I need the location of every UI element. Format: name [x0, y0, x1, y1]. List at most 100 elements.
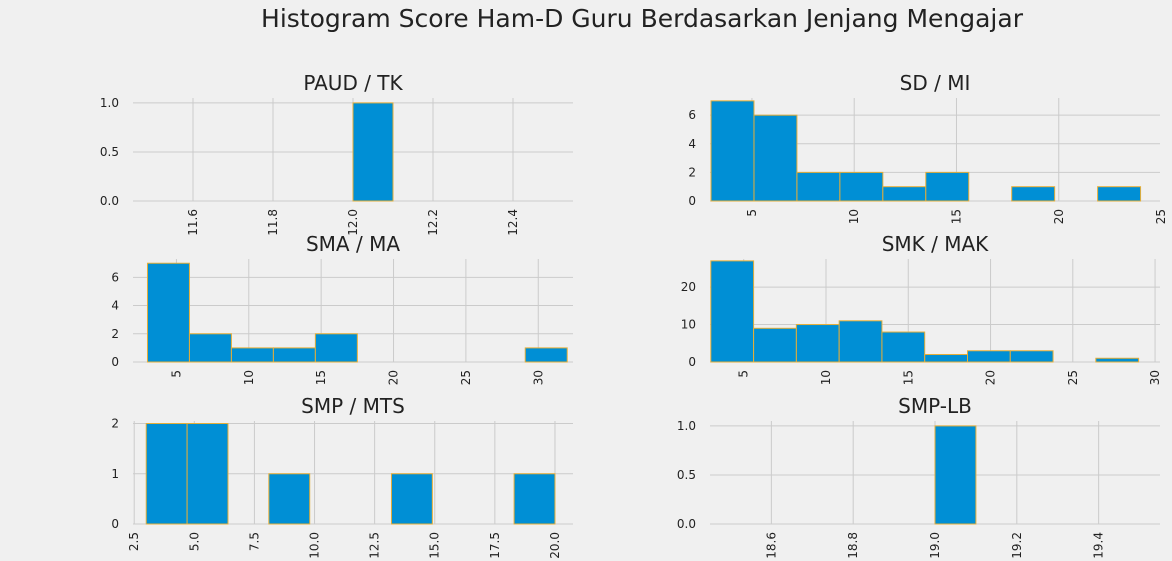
histogram-bar: [710, 100, 755, 202]
y-tick-label: 4: [688, 137, 696, 151]
x-tick-label: 30: [531, 370, 545, 385]
histogram-bar: [1011, 186, 1056, 202]
x-tick-label: 15.0: [428, 532, 442, 559]
histogram-bar: [925, 171, 970, 202]
y-tick-label: 0.0: [100, 194, 119, 208]
histogram-bar: [524, 347, 568, 363]
panel-title: SD / MI: [900, 71, 971, 95]
histogram-bar: [352, 102, 394, 202]
panel-title: SMP-LB: [898, 394, 972, 418]
y-tick-label: 6: [688, 108, 696, 122]
x-tick-label: 12.5: [368, 532, 382, 559]
histogram-bar: [934, 425, 977, 525]
histogram-bar: [188, 333, 232, 363]
histogram-bar: [186, 423, 229, 525]
x-tick-label: 12.0: [346, 209, 360, 236]
panel-title: SMA / MA: [306, 232, 400, 256]
panel-title: PAUD / TK: [303, 71, 403, 95]
histogram-bar: [710, 260, 755, 363]
x-tick-label: 5: [745, 209, 759, 217]
y-tick-label: 1: [111, 467, 119, 481]
x-tick-label: 18.6: [764, 532, 778, 559]
y-tick-label: 10: [681, 318, 696, 332]
histogram-bar: [795, 324, 840, 363]
histogram-panel: SMP / MTS 0 1 2 2.5 5.0 7.5 10.0 12.5 15.0 17.5 20.…: [111, 394, 573, 559]
histogram-bar: [1097, 186, 1142, 202]
x-tick-label: 15: [901, 370, 915, 385]
x-tick-label: 20.0: [548, 532, 562, 559]
x-tick-label: 11.6: [186, 209, 200, 236]
x-tick-label: 5: [169, 370, 183, 378]
panel-title: SMK / MAK: [882, 232, 989, 256]
histogram-bar: [881, 331, 926, 363]
histogram-bar: [839, 171, 884, 202]
histogram-bar: [145, 423, 188, 525]
x-tick-label: 5.0: [187, 532, 201, 551]
x-tick-label: 30: [1148, 370, 1162, 385]
x-tick-label: 25: [1066, 370, 1080, 385]
y-tick-label: 0.0: [677, 517, 696, 531]
y-tick-label: 1.0: [100, 96, 119, 110]
x-tick-label: 25: [459, 370, 473, 385]
x-tick-label: 15: [314, 370, 328, 385]
x-tick-label: 2.5: [127, 532, 141, 551]
x-tick-label: 19.4: [1092, 532, 1106, 559]
x-tick-label: 15: [949, 209, 963, 224]
histogram-panel: SD / MI 0 2 4 6 5 10 15 20 25: [688, 71, 1168, 224]
x-tick-label: 20: [387, 370, 401, 385]
x-tick-label: 10: [819, 370, 833, 385]
histogram-bar: [1095, 357, 1140, 363]
x-tick-label: 18.8: [846, 532, 860, 559]
histogram-bar: [390, 473, 433, 525]
histogram-bar: [272, 347, 316, 363]
y-tick-label: 2: [688, 165, 696, 179]
histogram-bar: [882, 186, 927, 202]
histogram-bar: [924, 354, 968, 363]
figure-title: Histogram Score Ham-D Guru Berdasarkan J…: [261, 4, 1023, 33]
histogram-panel: SMA / MA 0 2 4 6 5 10 15 20 25 30: [111, 232, 573, 385]
histogram-panel: PAUD / TK 0.0 0.5 1.0 11.6 11.8 12.0 12.2 12.4: [100, 71, 573, 236]
x-tick-label: 7.5: [247, 532, 261, 551]
histogram-bar: [513, 473, 556, 525]
x-tick-label: 19.0: [928, 532, 942, 559]
x-tick-label: 17.5: [488, 532, 502, 559]
histogram-bar: [966, 350, 1011, 363]
histogram-panel: SMP-LB 0.0 0.5 1.0 18.6 18.8 19.0 19.2 19.4: [677, 394, 1160, 559]
histogram-bar: [1009, 350, 1054, 363]
x-tick-label: 19.2: [1010, 532, 1024, 559]
x-tick-label: 11.8: [266, 209, 280, 236]
y-tick-label: 0.5: [677, 468, 696, 482]
y-tick-label: 0: [688, 355, 696, 369]
y-tick-label: 2: [111, 417, 119, 431]
x-tick-label: 10.0: [308, 532, 322, 559]
histogram-bar: [838, 320, 883, 363]
y-tick-label: 0: [111, 355, 119, 369]
panel-title: SMP / MTS: [301, 394, 405, 418]
x-tick-label: 12.2: [426, 209, 440, 236]
y-tick-label: 2: [111, 327, 119, 341]
histogram-bar: [146, 262, 190, 363]
y-tick-label: 0.5: [100, 145, 119, 159]
y-tick-label: 4: [111, 299, 119, 313]
y-tick-label: 6: [111, 270, 119, 284]
x-tick-label: 25: [1154, 209, 1168, 224]
histogram-bar: [753, 114, 798, 202]
histogram-bar: [753, 327, 797, 363]
histogram-bar: [268, 473, 311, 525]
histogram-bar: [796, 171, 841, 202]
histogram-bar: [314, 333, 358, 363]
histogram-panel: SMK / MAK 0 10 20 5 10 15 20 25 30: [681, 232, 1162, 385]
y-tick-label: 20: [681, 280, 696, 294]
y-tick-label: 0: [688, 194, 696, 208]
x-tick-label: 10: [242, 370, 256, 385]
histogram-bar: [230, 347, 274, 363]
x-tick-label: 20: [1052, 209, 1066, 224]
y-tick-label: 0: [111, 517, 119, 531]
x-tick-label: 10: [847, 209, 861, 224]
y-tick-label: 1.0: [677, 419, 696, 433]
x-tick-label: 5: [737, 370, 751, 378]
x-tick-label: 12.4: [506, 209, 520, 236]
x-tick-label: 20: [984, 370, 998, 385]
